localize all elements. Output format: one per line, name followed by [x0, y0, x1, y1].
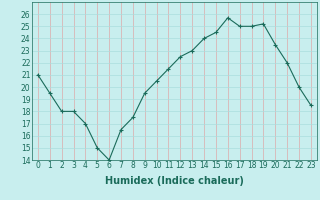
X-axis label: Humidex (Indice chaleur): Humidex (Indice chaleur): [105, 176, 244, 186]
